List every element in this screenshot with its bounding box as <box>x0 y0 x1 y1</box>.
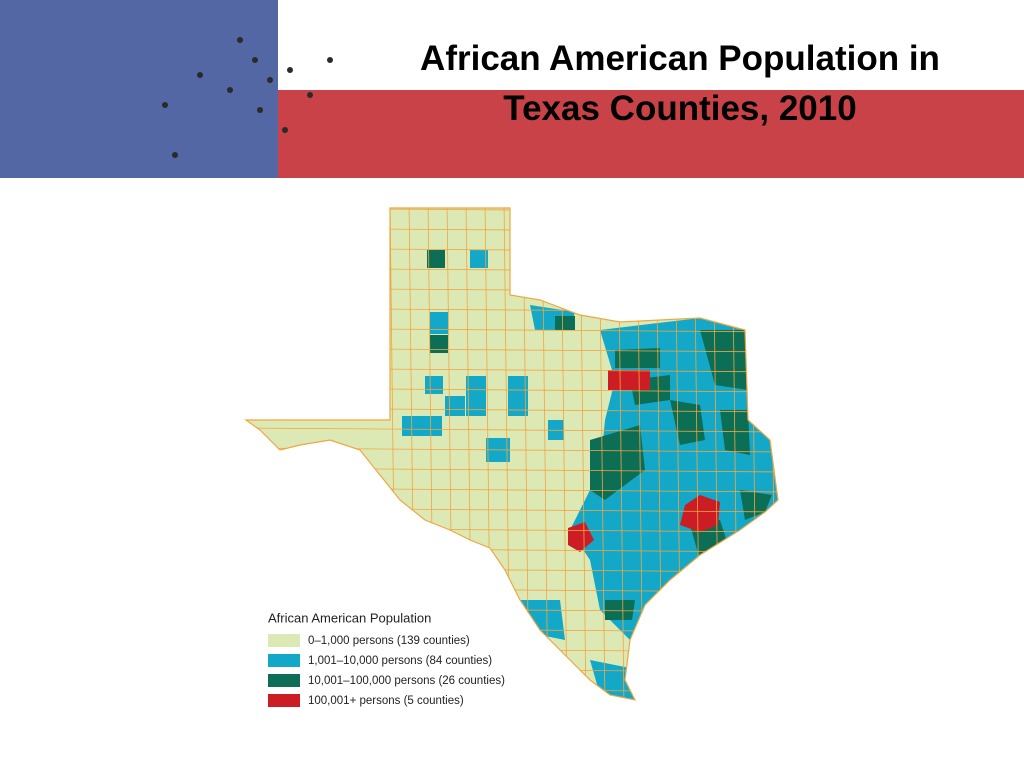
county-border <box>246 287 778 293</box>
title-line: African American Population in <box>420 39 940 78</box>
legend-swatch <box>268 674 300 687</box>
crowd-decoration <box>162 37 333 158</box>
title-line: Texas Counties, 2010 <box>503 89 856 128</box>
county-border <box>246 427 778 433</box>
banner-blue <box>0 0 278 178</box>
county <box>615 348 660 368</box>
region-class <box>515 600 565 640</box>
legend-swatch <box>268 654 300 667</box>
county-border <box>246 208 778 213</box>
county <box>508 376 528 416</box>
county <box>605 600 635 620</box>
county <box>568 522 594 552</box>
state-outline <box>244 207 779 701</box>
county <box>430 335 448 353</box>
county <box>402 416 442 436</box>
county <box>740 490 772 520</box>
county <box>466 376 486 416</box>
county-border <box>246 227 778 233</box>
county <box>555 316 575 330</box>
county-border <box>240 708 790 712</box>
county <box>425 376 443 394</box>
county-border <box>246 687 778 693</box>
county <box>470 250 488 268</box>
county <box>445 396 465 416</box>
legend-label: 100,001+ persons (5 counties) <box>308 695 464 707</box>
county <box>700 330 748 390</box>
county-border <box>246 667 778 673</box>
county <box>590 425 645 500</box>
legend-swatch <box>268 634 300 647</box>
legend-label: 10,001–100,000 persons (26 counties) <box>308 675 505 687</box>
legend-label: 0–1,000 persons (139 counties) <box>308 635 470 647</box>
county-border <box>246 627 778 633</box>
county <box>608 370 650 390</box>
legend-swatch <box>268 694 300 707</box>
legend: African American Population 0–1,000 pers… <box>268 610 505 707</box>
county-border <box>246 247 778 253</box>
county <box>680 495 720 532</box>
legend-title: African American Population <box>268 610 431 625</box>
county <box>430 312 448 334</box>
banner-red <box>278 90 1024 178</box>
county <box>427 250 445 268</box>
county-border <box>246 647 778 653</box>
county-border <box>789 200 795 710</box>
county-border <box>246 267 778 273</box>
legend-label: 1,001–10,000 persons (84 counties) <box>308 655 492 667</box>
